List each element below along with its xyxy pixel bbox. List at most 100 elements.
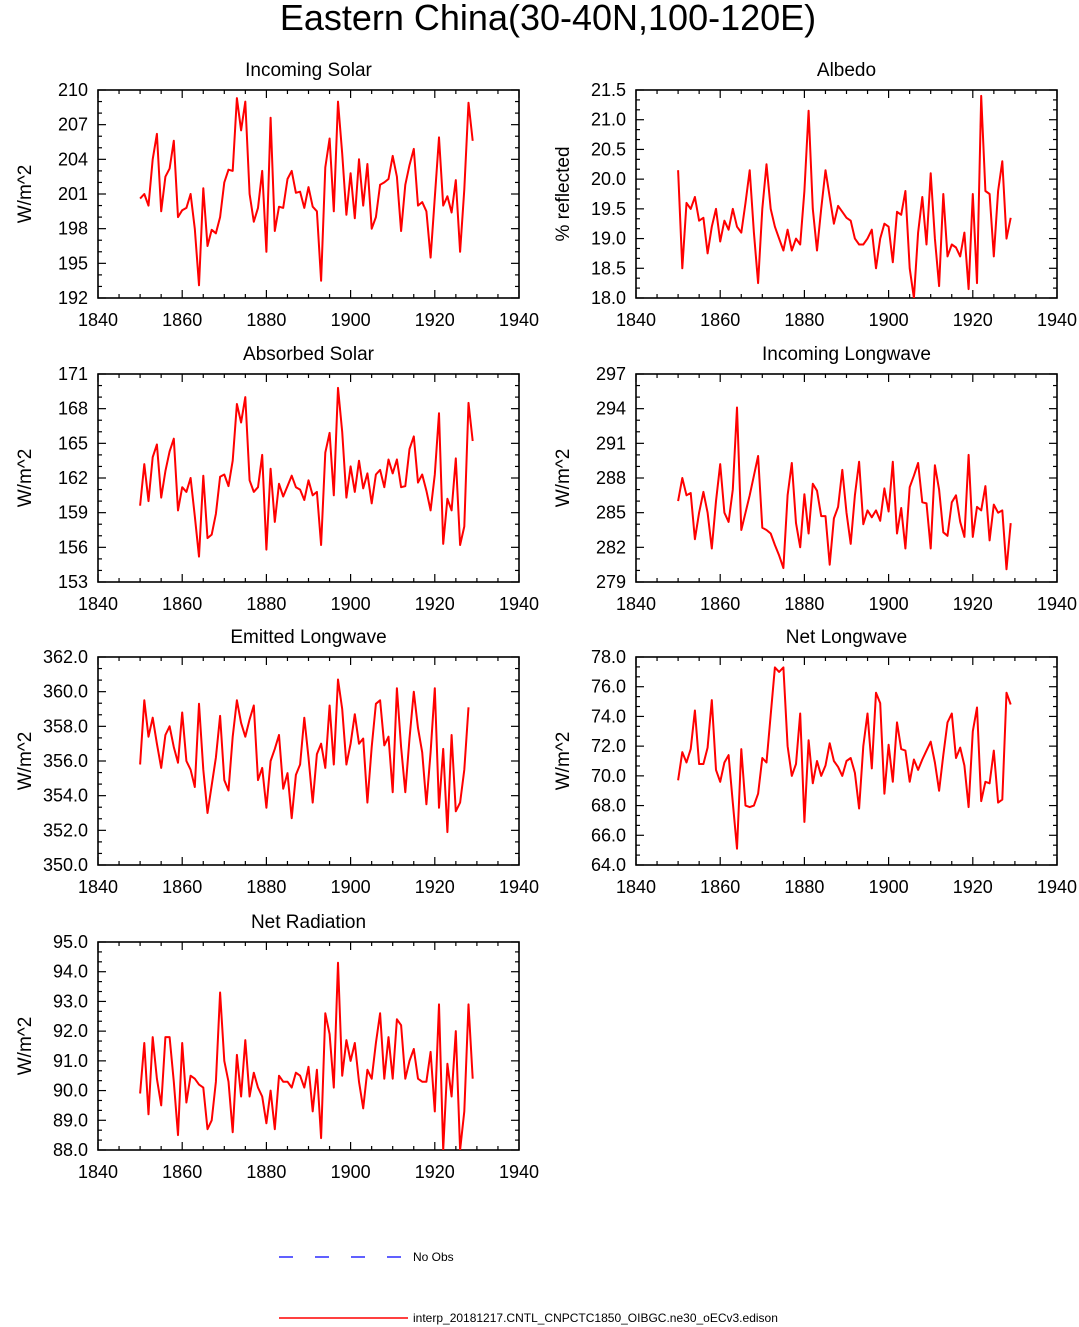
x-tick-label: 1860 bbox=[700, 594, 740, 614]
x-tick-label: 1860 bbox=[700, 877, 740, 897]
x-tick-label: 1940 bbox=[1037, 594, 1077, 614]
y-tick-label: 207 bbox=[58, 115, 88, 135]
x-tick-label: 1940 bbox=[499, 594, 539, 614]
y-tick-label: 78.0 bbox=[591, 647, 626, 667]
series-line-net-longwave bbox=[677, 666, 1012, 850]
y-tick-label: 156 bbox=[58, 537, 88, 557]
panel-title-incoming-solar: Incoming Solar bbox=[245, 60, 372, 81]
y-axis-label-net-longwave: W/m^2 bbox=[553, 732, 574, 791]
y-tick-label: 285 bbox=[596, 503, 626, 523]
y-tick-label: 210 bbox=[58, 80, 88, 100]
x-tick-label: 1920 bbox=[415, 594, 455, 614]
x-tick-label: 1880 bbox=[246, 877, 286, 897]
y-tick-label: 195 bbox=[58, 253, 88, 273]
y-tick-label: 94.0 bbox=[53, 962, 88, 982]
series-line-net-radiation bbox=[139, 961, 474, 1150]
x-tick-label: 1920 bbox=[415, 1162, 455, 1182]
panel-title-absorbed-solar: Absorbed Solar bbox=[243, 344, 375, 365]
x-tick-label: 1900 bbox=[331, 594, 371, 614]
panel-albedo: Albedo % reflected 1840 1860 1880 1900 1920 194… bbox=[553, 60, 1077, 330]
y-tick-label: 294 bbox=[596, 399, 626, 419]
y-tick-label: 354.0 bbox=[43, 786, 88, 806]
y-tick-label: 291 bbox=[596, 433, 626, 453]
series-line-absorbed-solar bbox=[139, 386, 474, 558]
x-tick-label: 1900 bbox=[869, 310, 909, 330]
x-tick-label: 1860 bbox=[162, 594, 202, 614]
x-tick-label: 1880 bbox=[246, 594, 286, 614]
y-tick-label: 88.0 bbox=[53, 1140, 88, 1160]
legend-entry-no-obs: No Obs bbox=[279, 1250, 454, 1264]
y-tick-label: 70.0 bbox=[591, 766, 626, 786]
y-tick-label: 64.0 bbox=[591, 855, 626, 875]
panel-title-albedo: Albedo bbox=[817, 60, 876, 81]
y-tick-label: 18.0 bbox=[591, 288, 626, 308]
y-axis-label-incoming-solar: W/m^2 bbox=[15, 165, 36, 224]
legend: No Obs interp_20181217.CNTL_CNPCTC1850_O… bbox=[279, 1250, 778, 1325]
y-axis-label-albedo: % reflected bbox=[553, 146, 574, 241]
figure-title: Eastern China(30-40N,100-120E) bbox=[280, 0, 816, 38]
y-tick-label: 201 bbox=[58, 184, 88, 204]
x-tick-label: 1940 bbox=[499, 1162, 539, 1182]
y-tick-label: 91.0 bbox=[53, 1051, 88, 1071]
y-tick-label: 168 bbox=[58, 399, 88, 419]
y-tick-label: 358.0 bbox=[43, 716, 88, 736]
y-tick-label: 68.0 bbox=[591, 796, 626, 816]
legend-label-model: interp_20181217.CNTL_CNPCTC1850_OIBGC.ne… bbox=[413, 1311, 778, 1325]
y-tick-label: 89.0 bbox=[53, 1110, 88, 1130]
x-tick-label: 1900 bbox=[331, 877, 371, 897]
panel-net-longwave: Net Longwave W/m^2 1840 1860 1880 1900 1920 194… bbox=[553, 627, 1077, 897]
x-tick-label: 1940 bbox=[499, 877, 539, 897]
x-tick-label: 1920 bbox=[953, 877, 993, 897]
plot-frame-albedo bbox=[635, 89, 1058, 299]
x-tick-label: 1920 bbox=[415, 877, 455, 897]
panel-title-net-longwave: Net Longwave bbox=[786, 627, 907, 648]
x-tick-label: 1920 bbox=[415, 310, 455, 330]
x-tick-label: 1880 bbox=[784, 877, 824, 897]
y-tick-label: 18.5 bbox=[591, 258, 626, 278]
y-axis-label-net-radiation: W/m^2 bbox=[15, 1017, 36, 1076]
y-tick-label: 93.0 bbox=[53, 991, 88, 1011]
x-tick-label: 1900 bbox=[331, 310, 371, 330]
y-tick-label: 76.0 bbox=[591, 677, 626, 697]
y-tick-label: 92.0 bbox=[53, 1021, 88, 1041]
x-tick-label: 1860 bbox=[162, 877, 202, 897]
x-tick-label: 1840 bbox=[616, 594, 656, 614]
series-line-incoming-longwave bbox=[677, 406, 1012, 571]
y-tick-label: 356.0 bbox=[43, 751, 88, 771]
y-axis-label-absorbed-solar: W/m^2 bbox=[15, 449, 36, 508]
panel-incoming-longwave: Incoming Longwave W/m^2 1840 1860 1880 1900 19… bbox=[553, 344, 1077, 614]
x-tick-label: 1940 bbox=[499, 310, 539, 330]
panel-title-emitted-longwave: Emitted Longwave bbox=[230, 627, 386, 648]
y-tick-label: 162 bbox=[58, 468, 88, 488]
legend-entry-model: interp_20181217.CNTL_CNPCTC1850_OIBGC.ne… bbox=[279, 1311, 778, 1325]
y-tick-label: 282 bbox=[596, 537, 626, 557]
y-tick-label: 19.0 bbox=[591, 229, 626, 249]
x-tick-label: 1840 bbox=[78, 310, 118, 330]
y-tick-label: 198 bbox=[58, 219, 88, 239]
y-tick-label: 21.5 bbox=[591, 80, 626, 100]
y-tick-label: 20.5 bbox=[591, 139, 626, 159]
series-line-albedo bbox=[677, 94, 1012, 298]
y-tick-label: 192 bbox=[58, 288, 88, 308]
y-tick-label: 66.0 bbox=[591, 825, 626, 845]
y-tick-label: 153 bbox=[58, 572, 88, 592]
y-axis-label-incoming-longwave: W/m^2 bbox=[553, 449, 574, 508]
x-tick-label: 1840 bbox=[78, 877, 118, 897]
y-tick-label: 74.0 bbox=[591, 706, 626, 726]
panel-absorbed-solar: Absorbed Solar W/m^2 1840 1860 1880 1900 1920 1… bbox=[15, 344, 539, 614]
y-tick-label: 279 bbox=[596, 572, 626, 592]
x-tick-label: 1860 bbox=[700, 310, 740, 330]
x-tick-label: 1840 bbox=[78, 1162, 118, 1182]
series-line-emitted-longwave bbox=[139, 678, 470, 834]
plot-frame-incoming-longwave bbox=[635, 373, 1058, 583]
y-tick-label: 352.0 bbox=[43, 820, 88, 840]
legend-label-no-obs: No Obs bbox=[413, 1250, 454, 1264]
y-tick-label: 20.0 bbox=[591, 169, 626, 189]
y-tick-label: 21.0 bbox=[591, 110, 626, 130]
y-tick-label: 72.0 bbox=[591, 736, 626, 756]
y-axis-label-emitted-longwave: W/m^2 bbox=[15, 732, 36, 791]
y-tick-label: 90.0 bbox=[53, 1081, 88, 1101]
x-tick-label: 1880 bbox=[246, 310, 286, 330]
x-tick-label: 1900 bbox=[869, 877, 909, 897]
panel-net-radiation: Net Radiation W/m^2 1840 1860 1880 1900 1920 19… bbox=[15, 912, 539, 1182]
